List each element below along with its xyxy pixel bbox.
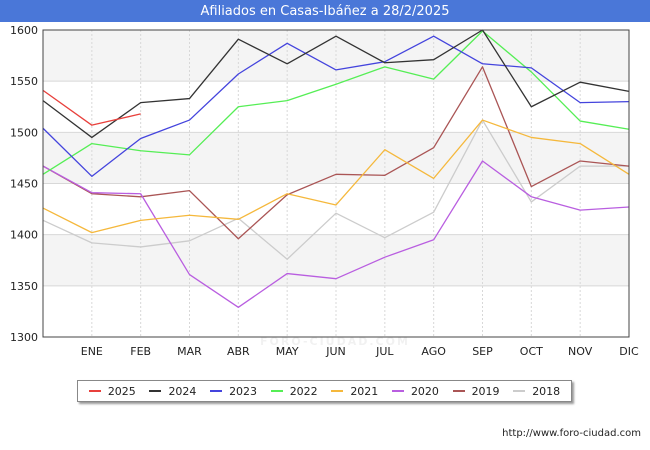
legend-swatch (391, 390, 404, 392)
plot-frame (42, 29, 630, 338)
series-lines (42, 29, 630, 308)
legend-item-2023: 2023 (210, 385, 257, 398)
y-tick-label: 1400 (10, 229, 38, 242)
x-tick-label: JUN (325, 345, 346, 358)
x-tick-label: MAR (177, 345, 202, 358)
series-line-2021 (42, 119, 630, 234)
legend-item-2019: 2019 (452, 384, 500, 398)
legend-label: 2019 (471, 384, 500, 398)
y-tick-label: 1600 (10, 24, 38, 37)
x-tick-label: JUL (375, 345, 394, 358)
y-axis: 1300 1350 1400 1450 1500 1550 1600 (10, 24, 38, 344)
x-tick-label: OCT (520, 345, 543, 358)
legend-swatch (210, 390, 223, 392)
chart-title: Afiliados en Casas-Ibáñez a 28/2/2025 (0, 0, 650, 22)
legend-item-2022: 2022 (270, 384, 318, 398)
legend-swatch (452, 390, 465, 392)
y-tick-label: 1350 (10, 280, 38, 293)
series-line-2025 (42, 89, 141, 126)
legend-swatch (149, 390, 162, 392)
y-tick-label: 1500 (10, 126, 38, 139)
x-tick-label: SEP (472, 345, 493, 358)
legend-swatch (270, 390, 283, 392)
x-tick-label: NOV (568, 345, 593, 358)
x-tick-label: ABR (227, 345, 250, 358)
legend-item-2024: 2024 (149, 385, 196, 398)
series-line-2023 (42, 35, 630, 177)
legend-label: 2023 (229, 384, 258, 398)
legend-label: 2022 (289, 384, 318, 398)
legend-item-2021: 2021 (331, 385, 378, 398)
x-axis: ENE FEB MAR ABR MAY JUN JUL AGO SEP OCT NOV DIC (81, 345, 639, 358)
series-line-2018 (42, 119, 629, 260)
x-tick-label: MAY (276, 345, 299, 358)
x-tick-label: DIC (619, 345, 639, 358)
watermark: FORO-CIUDAD.COM (260, 335, 410, 348)
legend-label: 2021 (350, 384, 379, 398)
legend-swatch (513, 390, 526, 392)
series-line-2024 (42, 29, 630, 139)
legend-item-2025: 2025 (88, 384, 136, 398)
y-tick-label: 1550 (10, 75, 38, 88)
footer-url: http://www.foro-ciudad.com (502, 428, 641, 439)
legend-swatch (88, 390, 101, 392)
legend: 2025 2024 2023 2022 2021 2020 2019 2018 (77, 380, 572, 402)
legend-swatch (331, 390, 344, 392)
legend-label: 2024 (168, 384, 197, 398)
legend-item-2020: 2020 (391, 384, 439, 398)
series-line-2020 (42, 160, 630, 308)
legend-label: 2020 (410, 384, 439, 398)
y-tick-label: 1450 (10, 178, 38, 191)
series-line-2022 (42, 30, 630, 175)
legend-item-2018: 2018 (513, 385, 560, 398)
x-tick-label: FEB (130, 345, 151, 358)
x-tick-label: AGO (421, 345, 446, 358)
y-tick-label: 1300 (10, 331, 38, 344)
legend-label: 2025 (107, 384, 136, 398)
series-line-2019 (42, 66, 630, 240)
x-tick-label: ENE (81, 345, 103, 358)
legend-label: 2018 (532, 384, 561, 398)
